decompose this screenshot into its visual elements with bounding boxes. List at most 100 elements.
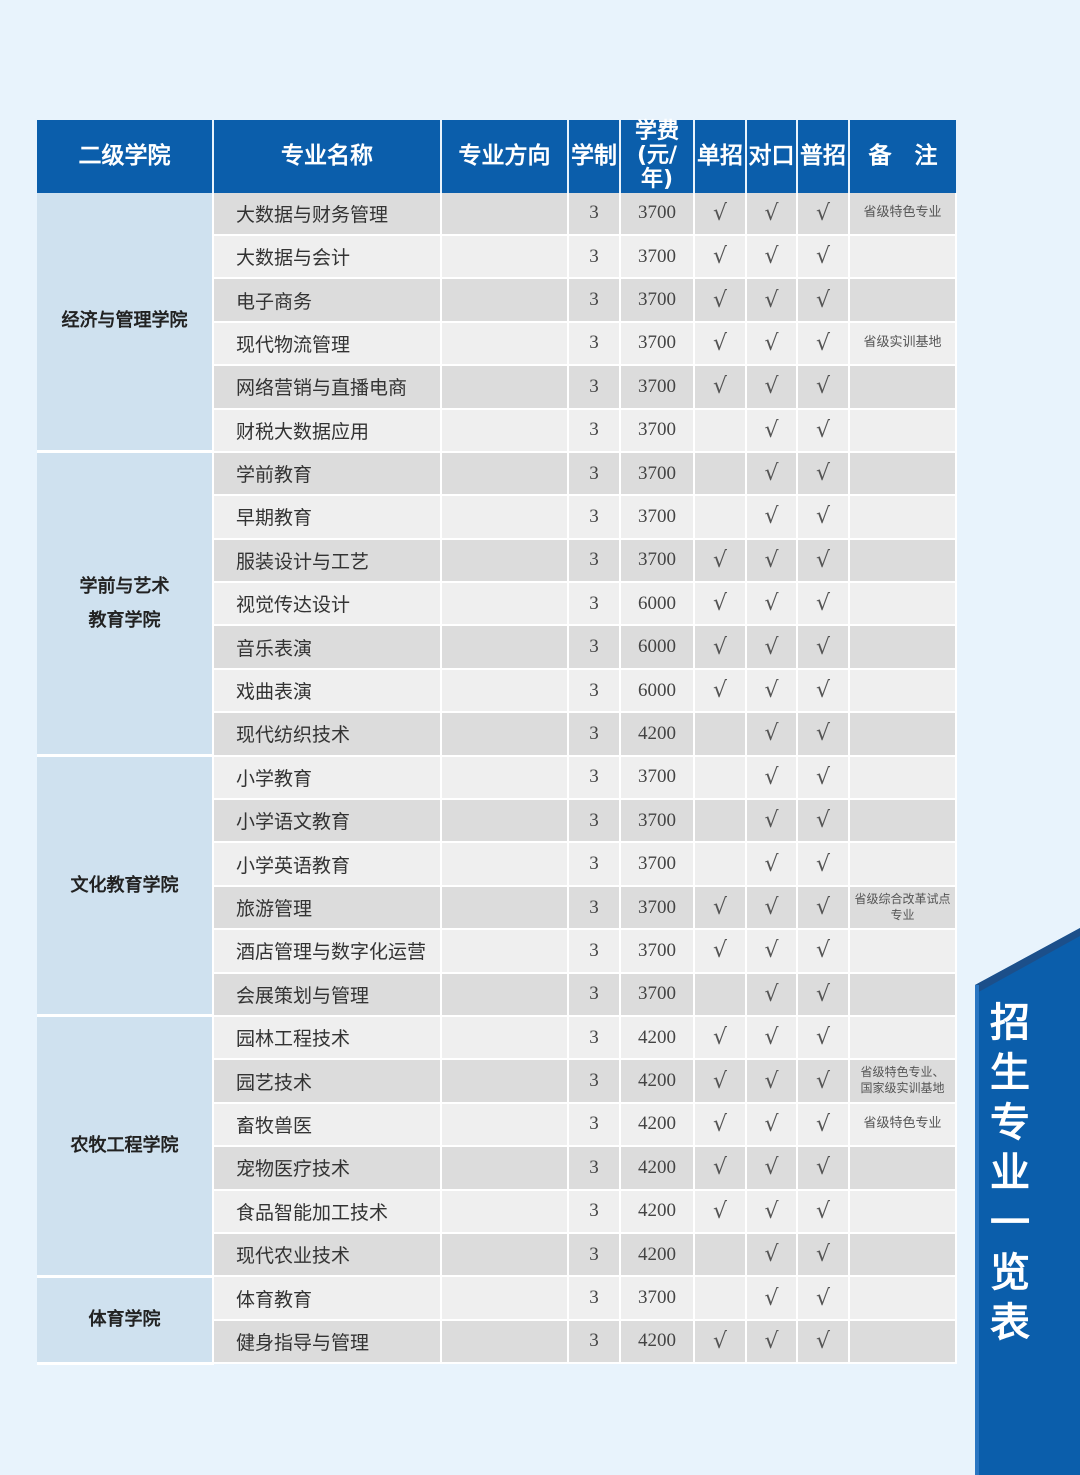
note bbox=[849, 538, 957, 584]
major-direction bbox=[441, 972, 569, 1017]
general-enroll-check: √ bbox=[797, 712, 850, 757]
single-enroll-check bbox=[694, 1276, 747, 1321]
college-cell: 农牧工程学院 bbox=[37, 1015, 214, 1278]
tuition: 3700 bbox=[620, 365, 695, 410]
vocational-enroll-check: √ bbox=[746, 668, 798, 714]
major-name: 小学教育 bbox=[213, 755, 442, 801]
major-name: 现代物流管理 bbox=[213, 321, 442, 367]
table-row: 小学语文教育 3 3700 √ √ bbox=[37, 799, 957, 844]
tuition: 4200 bbox=[620, 1189, 695, 1234]
table-row: 农牧工程学院 园林工程技术 3 4200 √ √ √ bbox=[37, 1015, 957, 1278]
single-enroll-check: √ bbox=[694, 234, 747, 280]
vocational-enroll-check: √ bbox=[746, 799, 798, 844]
duration: 3 bbox=[568, 712, 621, 757]
duration: 3 bbox=[568, 1059, 621, 1104]
tuition: 6000 bbox=[620, 625, 695, 670]
note bbox=[849, 234, 957, 280]
major-direction bbox=[441, 538, 569, 584]
duration: 3 bbox=[568, 365, 621, 410]
single-enroll-check bbox=[694, 408, 747, 453]
vocational-enroll-check: √ bbox=[746, 538, 798, 584]
table-row: 小学英语教育 3 3700 √ √ bbox=[37, 842, 957, 887]
duration: 3 bbox=[568, 972, 621, 1017]
table-row: 现代农业技术 3 4200 √ √ bbox=[37, 1232, 957, 1278]
tuition: 3700 bbox=[620, 538, 695, 584]
note bbox=[849, 842, 957, 887]
duration: 3 bbox=[568, 1232, 621, 1278]
vocational-enroll-check: √ bbox=[746, 1319, 798, 1365]
general-enroll-check: √ bbox=[797, 1102, 850, 1148]
single-enroll-check: √ bbox=[694, 1059, 747, 1104]
majors-table: 二级学院 专业名称 专业方向 学制 学费 (元/年) 单招 对口 普招备 注 经济与管理学院大… bbox=[37, 119, 957, 1365]
duration: 3 bbox=[568, 885, 621, 931]
note bbox=[849, 451, 957, 497]
note: 省级特色专业 bbox=[849, 1102, 957, 1148]
vocational-enroll-check: √ bbox=[746, 842, 798, 887]
tuition: 4200 bbox=[620, 712, 695, 757]
major-name: 学前教育 bbox=[213, 451, 442, 497]
general-enroll-check: √ bbox=[797, 278, 850, 323]
note bbox=[849, 668, 957, 714]
major-name: 服装设计与工艺 bbox=[213, 538, 442, 584]
vocational-enroll-check: √ bbox=[746, 408, 798, 453]
header-college: 二级学院 bbox=[37, 120, 214, 193]
major-name: 酒店管理与数字化运营 bbox=[213, 929, 442, 974]
major-name: 财税大数据应用 bbox=[213, 408, 442, 453]
title-banner bbox=[975, 928, 1080, 1475]
vocational-enroll-check: √ bbox=[746, 1015, 798, 1061]
table-row: 宠物医疗技术 3 4200 √ √ √ bbox=[37, 1146, 957, 1191]
note bbox=[849, 495, 957, 540]
major-direction bbox=[441, 712, 569, 757]
single-enroll-check bbox=[694, 972, 747, 1017]
table-row: 网络营销与直播电商 3 3700 √ √ √ bbox=[37, 365, 957, 410]
major-name: 体育教育 bbox=[213, 1276, 442, 1321]
duration: 3 bbox=[568, 1146, 621, 1191]
tuition: 6000 bbox=[620, 582, 695, 627]
major-name: 大数据与财务管理 bbox=[213, 192, 442, 236]
college-cell: 学前与艺术 教育学院 bbox=[37, 451, 214, 758]
vocational-enroll-check: √ bbox=[746, 625, 798, 670]
table-row: 酒店管理与数字化运营 3 3700 √ √ √ bbox=[37, 929, 957, 974]
vocational-enroll-check: √ bbox=[746, 1146, 798, 1191]
table-row: 大数据与会计 3 3700 √ √ √ bbox=[37, 234, 957, 280]
major-name: 食品智能加工技术 bbox=[213, 1189, 442, 1234]
general-enroll-check: √ bbox=[797, 885, 850, 931]
tuition: 3700 bbox=[620, 234, 695, 280]
major-name: 音乐表演 bbox=[213, 625, 442, 670]
major-direction bbox=[441, 755, 569, 801]
tuition: 4200 bbox=[620, 1146, 695, 1191]
tuition: 4200 bbox=[620, 1232, 695, 1278]
tuition: 3700 bbox=[620, 321, 695, 367]
tuition: 3700 bbox=[620, 192, 695, 236]
general-enroll-check: √ bbox=[797, 1059, 850, 1104]
major-direction bbox=[441, 929, 569, 974]
header-general-enroll: 普招 bbox=[797, 120, 850, 193]
major-direction bbox=[441, 1146, 569, 1191]
major-direction bbox=[441, 451, 569, 497]
single-enroll-check: √ bbox=[694, 625, 747, 670]
vocational-enroll-check: √ bbox=[746, 321, 798, 367]
vocational-enroll-check: √ bbox=[746, 1059, 798, 1104]
major-direction bbox=[441, 668, 569, 714]
major-name: 健身指导与管理 bbox=[213, 1319, 442, 1365]
header-major-name: 专业名称 bbox=[213, 120, 442, 193]
single-enroll-check: √ bbox=[694, 321, 747, 367]
general-enroll-check: √ bbox=[797, 582, 850, 627]
duration: 3 bbox=[568, 799, 621, 844]
general-enroll-check: √ bbox=[797, 192, 850, 236]
vocational-enroll-check: √ bbox=[746, 929, 798, 974]
major-name: 宠物医疗技术 bbox=[213, 1146, 442, 1191]
table-row: 早期教育 3 3700 √ √ bbox=[37, 495, 957, 540]
major-name: 现代农业技术 bbox=[213, 1232, 442, 1278]
major-direction bbox=[441, 625, 569, 670]
general-enroll-check: √ bbox=[797, 799, 850, 844]
vocational-enroll-check: √ bbox=[746, 582, 798, 627]
tuition: 3700 bbox=[620, 755, 695, 801]
general-enroll-check: √ bbox=[797, 668, 850, 714]
major-name: 戏曲表演 bbox=[213, 668, 442, 714]
major-name: 会展策划与管理 bbox=[213, 972, 442, 1017]
duration: 3 bbox=[568, 1189, 621, 1234]
general-enroll-check: √ bbox=[797, 625, 850, 670]
note bbox=[849, 278, 957, 323]
table-row: 服装设计与工艺 3 3700 √ √ √ bbox=[37, 538, 957, 584]
